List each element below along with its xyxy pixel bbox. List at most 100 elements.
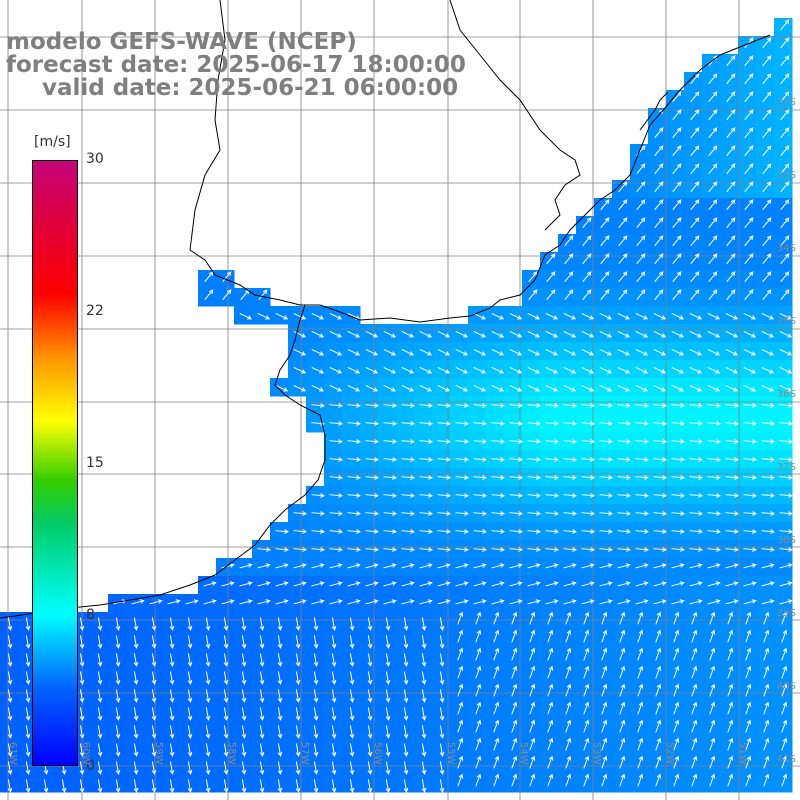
wind-arrow [293,313,307,320]
wind-arrow [653,547,668,552]
wind-arrow [744,235,754,247]
wind-arrow [97,761,103,775]
wind-arrow [133,725,139,739]
wind-arrow [347,493,362,498]
wind-arrow [582,253,592,265]
wind-arrow [133,617,139,631]
wind-arrow [689,599,703,605]
wind-arrow [401,403,416,408]
wind-arrow [691,683,698,697]
longitude-label: 61W [7,742,18,765]
wind-arrow [672,163,682,175]
longitude-label: 58W [226,742,237,765]
longitude-label: 57W [299,742,310,765]
wind-arrow [437,511,452,516]
wind-arrow [311,511,326,516]
wind-arrow [581,403,596,408]
wind-arrow [653,511,668,516]
wind-arrow [401,529,416,534]
wind-arrow [365,599,379,605]
wind-arrow [473,421,488,426]
wind-arrow [690,253,700,265]
wind-arrow [635,599,649,605]
wind-arrow [511,719,518,733]
wind-arrow [241,779,247,793]
wind-arrow [690,235,700,247]
wind-arrow [599,439,614,444]
wind-arrow [763,773,770,787]
wind-arrow [205,671,211,685]
wind-arrow [419,563,433,569]
wind-arrow [743,599,757,605]
wind-arrow [599,457,614,462]
wind-arrow [455,331,469,338]
wind-arrow [564,271,574,283]
wind-arrow [689,563,703,569]
coastline-argentina [0,304,326,619]
wind-arrow [527,331,541,338]
wind-arrow [709,701,716,715]
wind-arrow [97,689,103,703]
wind-arrow [762,235,772,247]
wind-arrow [365,403,380,408]
wind-arrow [473,457,488,462]
wind-arrow [365,385,379,392]
wind-arrow [582,217,592,229]
wind-arrow [223,689,229,703]
longitude-label: 52W [664,742,675,765]
wind-arrow [708,217,718,229]
wind-arrow [672,127,682,139]
wind-arrow [761,599,775,605]
wind-arrow [599,475,614,480]
wind-arrow [545,349,559,356]
wind-arrow [221,599,235,605]
wind-arrow [780,163,790,175]
wind-arrow [563,529,578,534]
wind-arrow [617,457,632,462]
wind-arrow [419,581,433,587]
wind-arrow [617,385,631,392]
wind-arrow [745,683,752,697]
latitude-label: 37S [776,462,796,473]
wind-arrow [655,629,662,643]
wind-arrow [709,737,716,751]
wind-arrow [707,331,721,338]
wind-arrow [546,253,556,265]
wind-arrow [491,563,505,569]
wind-arrow [437,439,452,444]
wind-arrow [437,385,451,392]
wind-arrow [707,403,722,408]
wind-arrow [600,289,610,301]
wind-arrow [690,109,700,121]
wind-arrow [385,635,391,649]
wind-arrow [401,599,415,605]
latitude-label: 34S [776,243,796,254]
wind-arrow [707,349,721,356]
wind-arrow [726,127,736,139]
wind-arrow [565,629,572,643]
wind-arrow [563,349,577,356]
wind-arrow [169,689,175,703]
wind-arrow [313,671,319,685]
wind-arrow [635,403,650,408]
wind-arrow [259,761,265,775]
wind-arrow [367,779,373,793]
wind-arrow [673,683,680,697]
wind-arrow [205,653,211,667]
wind-arrow [455,475,470,480]
title-model: modelo GEFS-WAVE (NCEP) [6,29,357,55]
wind-arrow [581,439,596,444]
wind-arrow [636,217,646,229]
wind-arrow [601,773,608,787]
wind-arrow [329,547,344,552]
wind-arrow [169,653,175,667]
wind-arrow [527,385,541,392]
wind-arrow [349,761,355,775]
wind-arrow [131,599,145,605]
wind-arrow [187,689,193,703]
wind-arrow [293,599,307,605]
wind-arrow [763,755,770,769]
wind-arrow [439,653,445,667]
wind-arrow [565,737,572,751]
wind-arrow [762,289,772,301]
